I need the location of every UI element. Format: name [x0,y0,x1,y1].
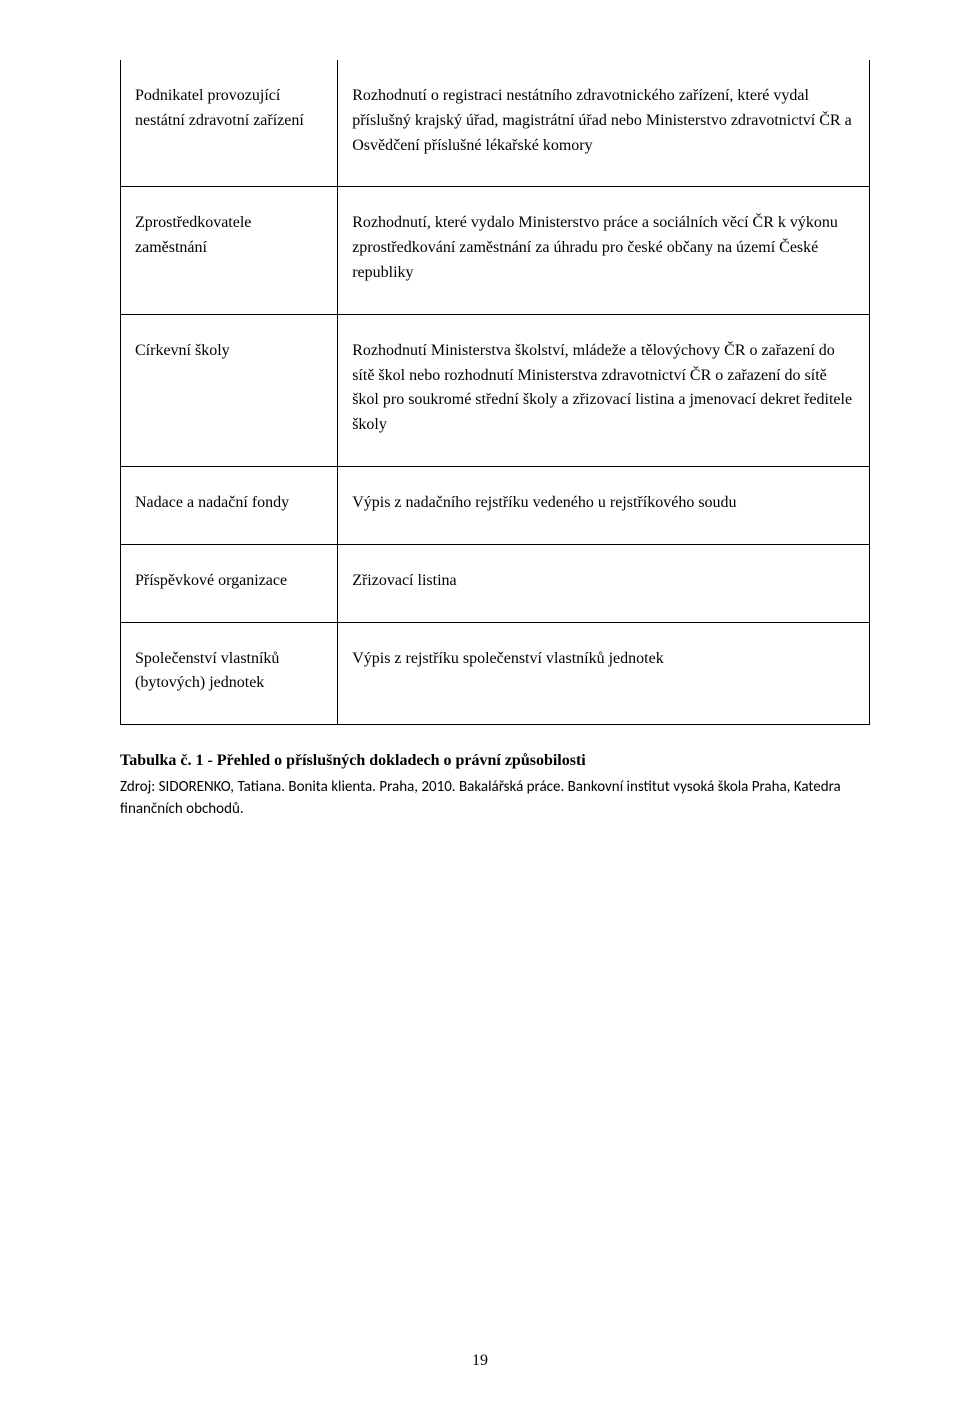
table-caption: Tabulka č. 1 - Přehled o příslušných dok… [120,749,870,773]
table-row: Příspěvkové organizace Zřizovací listina [121,544,870,622]
table-cell-right: Rozhodnutí, které vydalo Ministerstvo pr… [338,187,870,314]
page-number: 19 [0,1352,960,1370]
table-cell-left: Příspěvkové organizace [121,544,338,622]
table-row: Podnikatel provozující nestátní zdravotn… [121,60,870,187]
table-cell-right: Výpis z rejstříku společenství vlastníků… [338,622,870,725]
table-cell-left: Církevní školy [121,314,338,466]
table-cell-right: Rozhodnutí Ministerstva školství, mládež… [338,314,870,466]
table-row: Společenství vlastníků (bytových) jednot… [121,622,870,725]
table-cell-right: Rozhodnutí o registraci nestátního zdrav… [338,60,870,187]
table-row: Zprostředkovatele zaměstnání Rozhodnutí,… [121,187,870,314]
eligibility-documents-table: Podnikatel provozující nestátní zdravotn… [120,60,870,725]
table-cell-left: Podnikatel provozující nestátní zdravotn… [121,60,338,187]
table-row: Církevní školy Rozhodnutí Ministerstva š… [121,314,870,466]
table-cell-left: Společenství vlastníků (bytových) jednot… [121,622,338,725]
table-cell-left: Zprostředkovatele zaměstnání [121,187,338,314]
table-row: Nadace a nadační fondy Výpis z nadačního… [121,466,870,544]
source-citation: Zdroj: SIDORENKO, Tatiana. Bonita klient… [120,777,870,821]
table-cell-right: Výpis z nadačního rejstříku vedeného u r… [338,466,870,544]
table-cell-left: Nadace a nadační fondy [121,466,338,544]
table-cell-right: Zřizovací listina [338,544,870,622]
